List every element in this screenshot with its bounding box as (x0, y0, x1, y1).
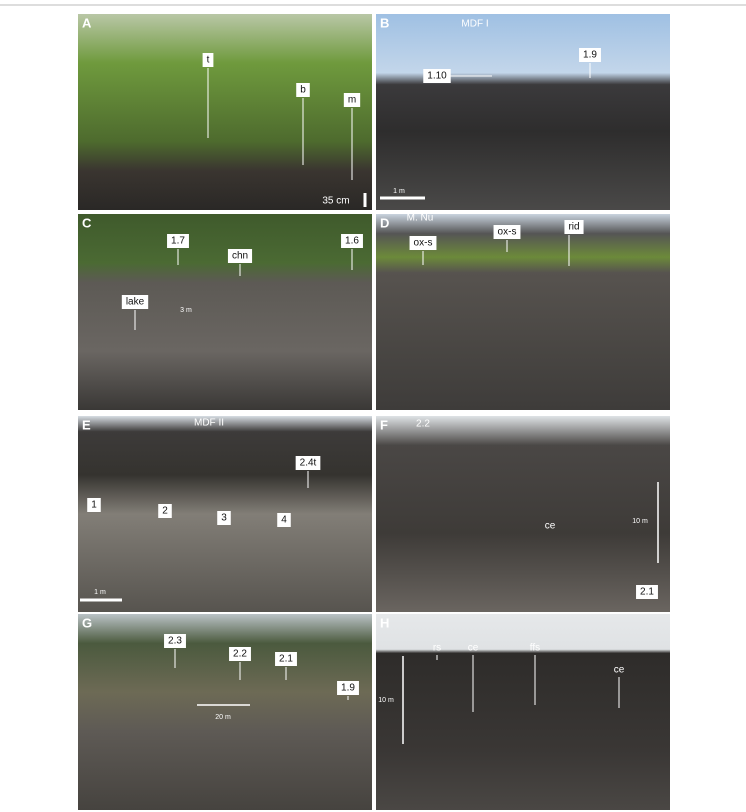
label: ce (614, 665, 625, 676)
label-box (493, 225, 521, 239)
label: ce (468, 643, 479, 654)
label: 2.1 (279, 654, 293, 665)
label-box (164, 634, 186, 648)
label: rid (568, 222, 579, 233)
label: 2.3 (168, 636, 182, 647)
label-box (217, 511, 231, 525)
panel: E MDF II 2.4t 1 2 3 4 1 m (78, 416, 372, 612)
label: b (300, 85, 306, 96)
panel-letter: D (380, 215, 389, 230)
panel: F 2.2 ce 10 m 2.1 (376, 416, 670, 612)
label: 2.2 (416, 419, 430, 430)
label: MDF II (194, 418, 224, 429)
label: 2.4t (300, 458, 317, 469)
label: m (348, 95, 356, 106)
label: MDF I (461, 19, 488, 30)
label: 2.1 (640, 587, 654, 598)
label-box (167, 234, 189, 248)
panel-letter: E (82, 417, 91, 432)
label: 35 cm (322, 196, 349, 207)
panel: At b m 35 cm (78, 14, 372, 210)
label-box (295, 456, 321, 470)
label-box (337, 681, 359, 695)
label-box (158, 504, 172, 518)
photo (376, 14, 670, 210)
photo (376, 614, 670, 810)
panel-letter: A (82, 15, 92, 30)
panels: At b m 35 cm B MDF I 1.10 1.9 1 m C 1.7 chn 1.6 lake 3… (78, 14, 670, 810)
label-box (636, 585, 658, 599)
label: 10 m (378, 697, 394, 704)
label: 1.7 (171, 236, 185, 247)
label: 1 (91, 500, 97, 511)
label: 1.6 (345, 236, 359, 247)
label: t (207, 55, 210, 66)
label: ox-s (414, 238, 433, 249)
label-box (87, 498, 101, 512)
photo (78, 214, 372, 410)
label: 3 m (180, 307, 192, 314)
panel-letter: G (82, 615, 92, 630)
label-box (202, 53, 214, 67)
photo (78, 614, 372, 810)
panel: G 2.3 2.2 2.1 1.9 20 m (78, 614, 372, 810)
label-box (343, 93, 361, 107)
label: 2.2 (233, 649, 247, 660)
label: 1 m (94, 589, 106, 596)
photo (376, 416, 670, 612)
label-box (275, 652, 297, 666)
label: 3 (221, 513, 227, 524)
label-box (121, 295, 149, 309)
label: 20 m (215, 714, 231, 721)
label: lake (126, 297, 145, 308)
panel-letter: C (82, 215, 92, 230)
panel: B MDF I 1.10 1.9 1 m (376, 14, 670, 210)
label-box (341, 234, 363, 248)
label-box (564, 220, 584, 234)
panel-letter: F (380, 417, 388, 432)
label: 1 m (393, 188, 405, 195)
label-box (296, 83, 310, 97)
panel: Hrs ce ffs ce 10 m (376, 614, 670, 810)
panel-letter: B (380, 15, 389, 30)
label: ox-s (498, 227, 517, 238)
label-box (277, 513, 291, 527)
label: ce (545, 521, 556, 532)
label: M. Nu (407, 213, 434, 224)
label-box (409, 236, 437, 250)
label: ffs (530, 643, 540, 654)
panel: C 1.7 chn 1.6 lake 3 m (78, 214, 372, 410)
label-box (579, 48, 601, 62)
label: 4 (281, 515, 287, 526)
label-box (227, 249, 253, 263)
label: rs (433, 643, 441, 654)
label: 1.9 (341, 683, 355, 694)
label: 10 m (632, 518, 648, 525)
label-box (229, 647, 251, 661)
panel: D M. Nu ox-s ox-s rid (376, 213, 670, 410)
panel-letter: H (380, 615, 389, 630)
photo (78, 14, 372, 210)
label: 2 (162, 506, 168, 517)
label-box (423, 69, 451, 83)
label: chn (232, 251, 248, 262)
label: 1.9 (583, 50, 597, 61)
label: 1.10 (427, 71, 447, 82)
